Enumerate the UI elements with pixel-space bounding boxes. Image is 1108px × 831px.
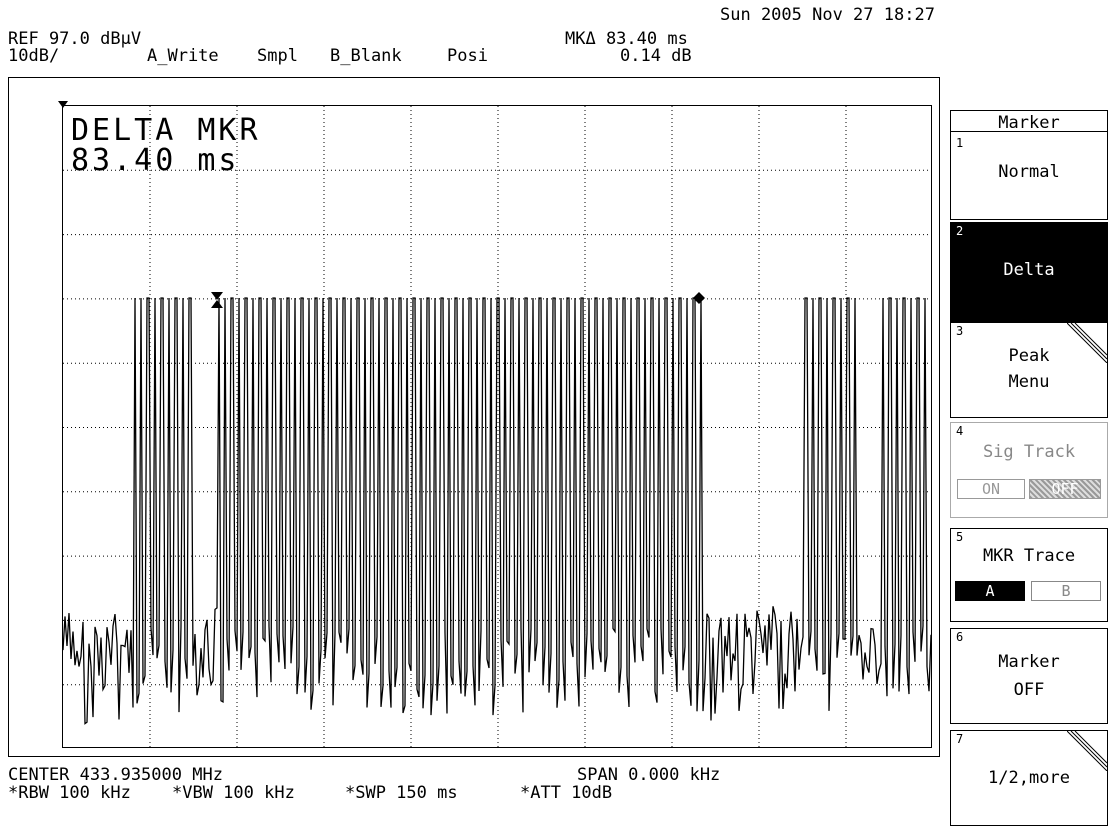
softkey-label: Sig Track: [982, 442, 1076, 462]
trace-b-mode: B_Blank: [330, 46, 402, 66]
softkey-label: Delta: [1003, 260, 1055, 280]
softkey-menu-title: Marker: [951, 109, 1107, 133]
marker-delta-level: 0.14 dB: [620, 46, 692, 66]
mkr-trace-a[interactable]: A: [955, 581, 1025, 601]
softkey-label-line2: Menu: [1008, 372, 1050, 392]
softkey-label: MKR Trace: [982, 546, 1076, 566]
trace-a-mode: A_Write: [147, 46, 219, 66]
ref-marker-icon: [58, 101, 68, 108]
softkey-number: 3: [956, 324, 964, 338]
trace-plot: [63, 106, 931, 747]
ref-level: REF 97.0 dBµV: [8, 29, 142, 49]
softkey-number: 7: [956, 732, 964, 746]
span: SPAN 0.000 kHz: [577, 765, 721, 785]
softkey-number: 5: [956, 530, 964, 544]
detector: Smpl: [257, 46, 298, 66]
posi-label: Posi: [447, 46, 488, 66]
softkey-marker-off[interactable]: 6 Marker OFF: [950, 628, 1108, 724]
sig-track-on[interactable]: ON: [957, 479, 1025, 499]
delta-reference-marker-icon[interactable]: [211, 292, 223, 308]
softkey-label: Marker: [998, 652, 1060, 672]
trace-a: [63, 297, 931, 725]
softkey-more[interactable]: 7 1/2,more: [950, 730, 1108, 826]
attenuation: *ATT 10dB: [520, 783, 613, 803]
softkey-peak-menu[interactable]: 3 Peak Menu: [950, 322, 1108, 418]
softkey-number: 4: [956, 424, 964, 438]
submenu-corner-icon: [1067, 323, 1107, 363]
submenu-corner-icon: [1067, 731, 1107, 771]
softkey-delta[interactable]: 2 Delta: [950, 222, 1108, 322]
softkey-number: 2: [956, 224, 964, 238]
softkey-sig-track[interactable]: 4 Sig Track ON OFF: [950, 422, 1108, 518]
delta-marker-value: 83.40 ms: [71, 143, 240, 178]
mkr-trace-b[interactable]: B: [1031, 581, 1101, 601]
softkey-mkr-trace[interactable]: 5 MKR Trace A B: [950, 528, 1108, 622]
display-screen: [8, 77, 940, 757]
softkey-number: 6: [956, 630, 964, 644]
softkey-label: Normal: [998, 162, 1060, 182]
softkey-number: 1: [956, 136, 964, 150]
graticule: DELTA MKR 83.40 ms: [62, 105, 932, 748]
scale: 10dB/: [8, 46, 60, 66]
sweep-time: *SWP 150 ms: [345, 783, 458, 803]
softkey-label-line2: OFF: [1013, 680, 1045, 700]
delta-marker-icon[interactable]: [693, 292, 705, 304]
vbw: *VBW 100 kHz: [172, 783, 295, 803]
softkey-label: Peak: [1008, 346, 1050, 366]
rbw: *RBW 100 kHz: [8, 783, 131, 803]
delta-marker-title: DELTA MKR: [71, 113, 261, 148]
softkey-label: 1/2,more: [988, 768, 1070, 788]
marker-delta-time: MKΔ 83.40 ms: [565, 29, 688, 49]
datetime: Sun 2005 Nov 27 18:27: [720, 5, 935, 25]
center-frequency: CENTER 433.935000 MHz: [8, 765, 223, 785]
softkey-normal[interactable]: Marker 1 Normal: [950, 110, 1108, 220]
sig-track-off[interactable]: OFF: [1029, 479, 1101, 499]
